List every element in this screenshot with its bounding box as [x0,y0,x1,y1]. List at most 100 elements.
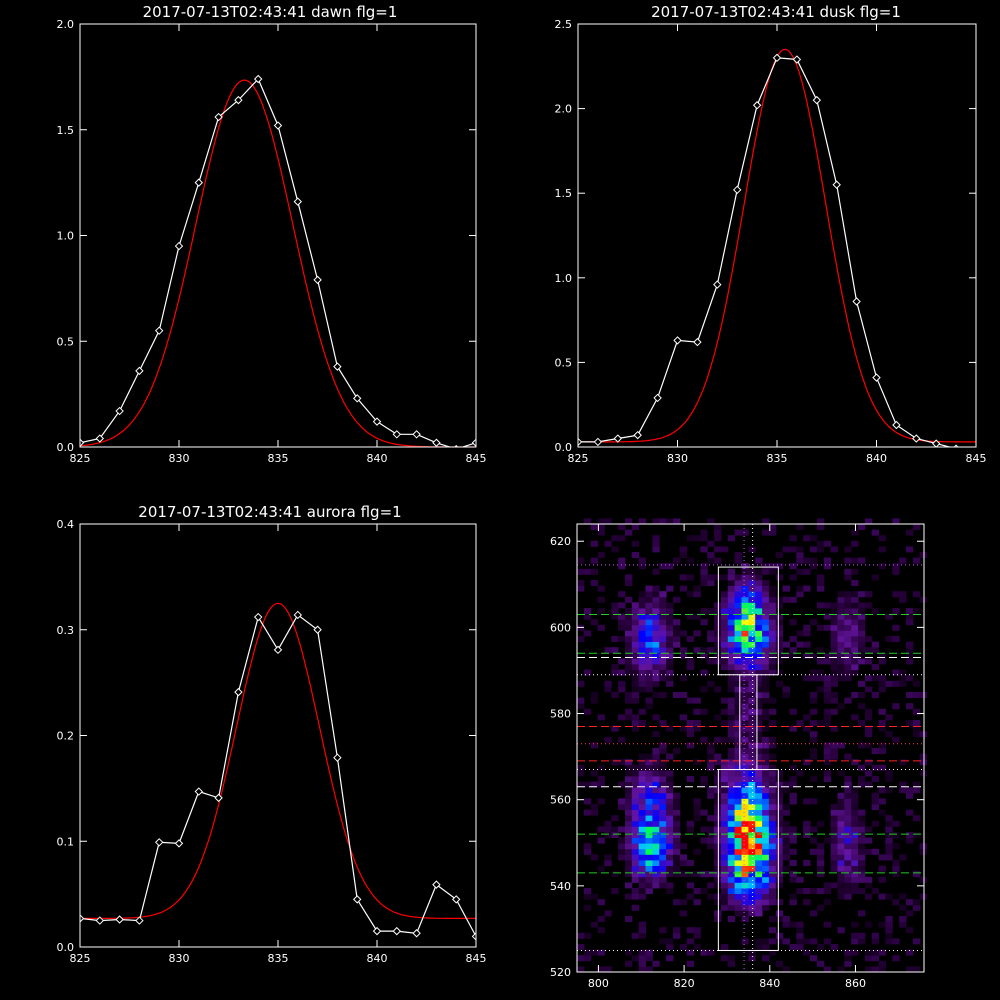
aurora-observed-point [293,610,303,620]
heatmap-cell [912,815,921,822]
heatmap-cell [775,647,784,654]
heatmap-cell [789,826,797,833]
dusk-frame [577,23,977,448]
heatmap-cell [858,641,866,648]
heatmap-cell [645,787,653,794]
heatmap-cell [679,725,688,732]
heatmap-cell [659,518,667,525]
heatmap-cell [652,854,660,861]
heatmap-cell [734,832,742,838]
heatmap-cell [720,776,729,782]
heatmap-cell [748,619,756,626]
heatmap-cell [768,916,777,922]
heatmap-cell [844,753,852,760]
heatmap-cell [631,652,640,659]
heatmap-cell [625,669,633,676]
heatmap-cell [734,686,742,693]
heatmap-cell [625,837,633,844]
heatmap-cell [714,899,722,906]
heatmap-cell [625,647,633,654]
heatmap-cell [638,764,646,771]
heatmap-cell [686,658,694,665]
heatmap-cell [844,876,852,883]
heatmap-cell [700,619,708,626]
heatmap-cell [885,854,893,861]
heatmap-cell [734,574,742,581]
heatmap-cell [714,916,722,922]
heatmap-cell [789,921,797,928]
heatmap-cell [803,725,811,732]
heatmap-cell [659,764,667,771]
heatmap-cell [734,652,742,659]
heatmap-cell [625,596,633,603]
heatmap-cell [714,804,722,810]
heatmap-cell [686,731,694,738]
heatmap-cell [748,641,756,648]
heatmap-cell [727,664,736,670]
heatmap-cell [577,580,585,586]
heatmap-cell [714,574,722,581]
heatmap-cell [652,792,660,799]
heatmap-cell [638,949,646,956]
heatmap-cell [638,787,646,794]
heatmap-cell [816,865,825,872]
heatmap-cell [762,876,770,883]
heatmap-cell [611,602,619,609]
heatmap-cell [789,535,797,542]
heatmap-cell [837,927,845,934]
heatmap-cell [858,837,866,844]
heatmap-cell [775,899,784,906]
heatmap-cell [912,899,921,906]
heatmap-cell [844,675,852,682]
heatmap-cell [755,624,763,631]
heatmap-cell [693,927,701,934]
heatmap-cell [673,871,681,878]
heatmap-cell [741,574,749,581]
heatmap-cell [899,781,907,788]
heatmap-cell [748,809,756,816]
heatmap-cell [577,557,585,564]
heatmap-cell [679,647,688,654]
heatmap-cell [755,669,763,676]
heatmap-cell [823,557,832,564]
heatmap-cell [686,949,694,956]
heatmap-cell [871,529,879,536]
heatmap-cell [577,636,585,642]
dusk-y-tick-label: 1.0 [555,272,573,285]
heatmap-cell [775,596,784,603]
heatmap-cell [666,955,674,962]
heatmap-cell [679,652,688,659]
heatmap-cell [837,619,845,626]
heatmap-cell [755,608,763,614]
heatmap-cell [775,932,784,939]
heatmap-cell [720,787,729,794]
heatmap-cell [720,619,729,626]
heatmap-cell [720,736,729,743]
heatmap-cell [727,809,736,816]
heatmap-cell [597,949,605,956]
heatmap-cell [864,602,873,609]
heatmap-cell [645,871,653,878]
heatmap-cell [762,613,770,620]
heatmap-cell [775,787,784,794]
heatmap-cell [611,725,619,732]
heatmap-cell [673,848,681,855]
heatmap-cell [714,837,722,844]
heatmap-cell [755,781,763,788]
heatmap-cell [775,641,784,648]
heatmap-cell [906,966,914,973]
heatmap-cell [885,731,893,738]
heatmap-cell [768,792,777,799]
heatmap-cell [816,888,825,894]
heatmap-cell [577,680,585,687]
heatmap-cell [611,692,619,698]
heatmap-cell [823,938,832,945]
heatmap-cell [748,585,756,592]
heatmap-cell [858,680,866,687]
heatmap-cell [625,770,633,777]
heatmap-cell [755,714,763,721]
heatmap-cell [727,535,736,542]
heatmap-cell [727,580,736,586]
heatmap-cell [906,658,914,665]
dawn-y-tick-label: 1.0 [57,230,75,243]
